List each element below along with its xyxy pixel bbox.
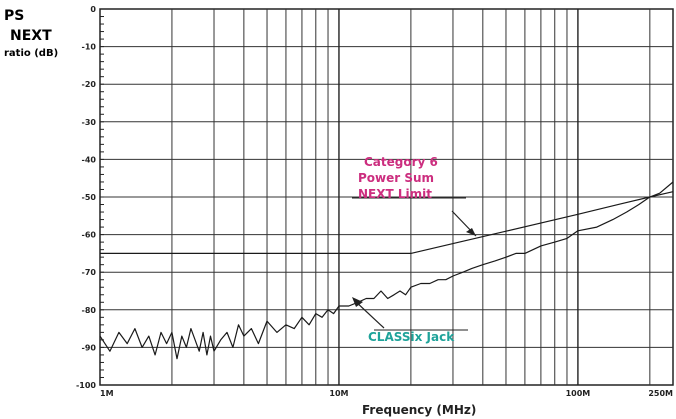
y-tick-label: -40	[82, 155, 97, 164]
y-tick-label: 0	[90, 5, 96, 14]
y-tick-label: -70	[82, 268, 97, 277]
x-tick-label: 250M	[648, 389, 673, 398]
y-tick-label: -50	[82, 193, 97, 202]
limit-annotation-line-1: Category 6	[364, 155, 438, 169]
x-tick-label: 1M	[100, 389, 114, 398]
y-axis-title-line-3: ratio (dB)	[4, 48, 58, 59]
y-ticks: 0 -10 -20 -30 -40 -50 -60 -70 -80 -90 -100	[76, 5, 96, 390]
limit-annotation-line-2: Power Sum	[358, 171, 434, 185]
y-tick-label: -60	[82, 231, 97, 240]
y-tick-label: -20	[82, 80, 97, 89]
series-line-limit	[100, 191, 674, 254]
grid	[100, 8, 673, 385]
y-tick-label: -80	[82, 306, 97, 315]
y-axis-title-line-2: NEXT	[10, 28, 52, 44]
jack-annotation-label: CLASSix Jack	[368, 330, 455, 344]
x-axis-title: Frequency (MHz)	[362, 403, 476, 417]
y-axis-title-line-1: PS	[4, 8, 24, 24]
y-tick-label: -100	[76, 381, 96, 390]
jack-annotation-arrowhead	[352, 297, 363, 307]
series-lines	[99, 181, 674, 360]
x-tick-label: 10M	[329, 389, 348, 398]
y-tick-label: -10	[82, 43, 97, 52]
y-tick-label: -30	[82, 118, 97, 127]
x-tick-label: 100M	[566, 389, 591, 398]
limit-annotation-arrowhead	[466, 228, 476, 236]
y-tick-label: -90	[82, 343, 97, 352]
series-line-jack	[99, 181, 674, 360]
limit-annotation-line-3: NEXT Limit	[358, 187, 432, 201]
x-ticks: 1M 10M 100M 250M	[100, 389, 673, 398]
